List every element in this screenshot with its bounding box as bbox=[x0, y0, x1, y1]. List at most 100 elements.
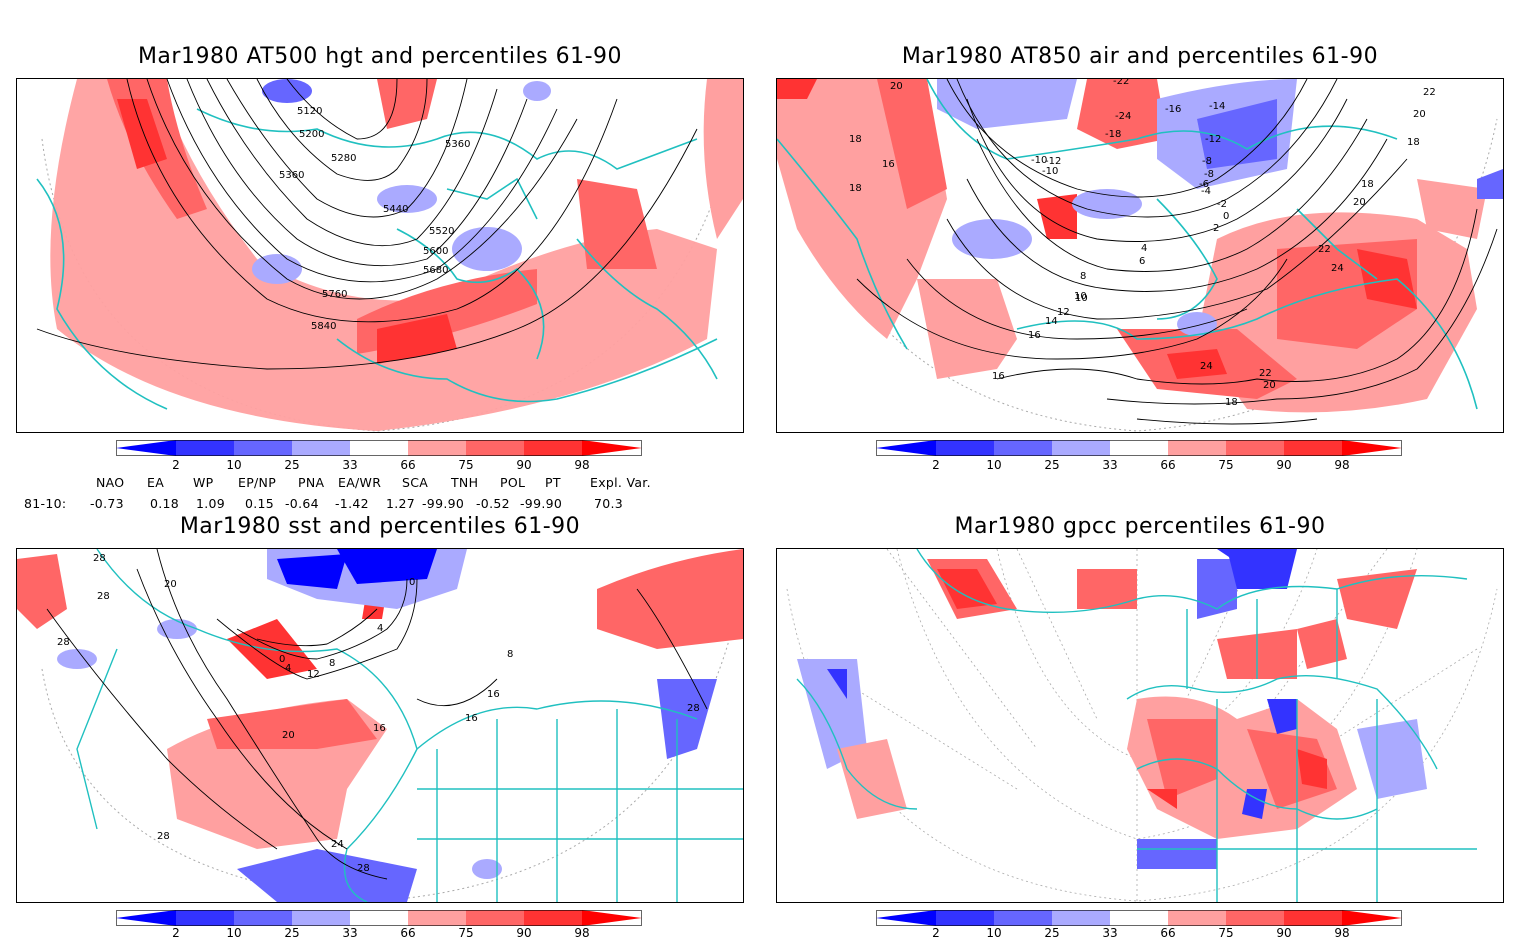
shade-below-normal bbox=[252, 254, 302, 284]
contour-label: 18 bbox=[849, 183, 862, 194]
contour-label: -2 bbox=[1217, 199, 1227, 210]
index-header: NAO bbox=[96, 475, 125, 490]
colorbar-tick: 33 bbox=[1102, 458, 1118, 472]
contour-label: 16 bbox=[1028, 330, 1041, 341]
contour-label: 28 bbox=[687, 703, 700, 714]
contour-label: 5680 bbox=[423, 265, 448, 276]
contour-label: 16 bbox=[465, 713, 478, 724]
colorbar-tick: 25 bbox=[284, 458, 300, 472]
index-row-label: 81-10: bbox=[24, 496, 67, 511]
colorbar-tick: 66 bbox=[1160, 458, 1176, 472]
contour-label: 20 bbox=[890, 81, 903, 92]
contour-label: 0 bbox=[1223, 211, 1229, 222]
colorbar-tick: 98 bbox=[574, 458, 590, 472]
colorbar-tick: 25 bbox=[1044, 458, 1060, 472]
contour-label: 24 bbox=[331, 839, 344, 850]
index-value: 1.09 bbox=[196, 496, 226, 511]
contour-label: -14 bbox=[1209, 101, 1225, 112]
panel-title-sst: Mar1980 sst and percentiles 61-90 bbox=[179, 514, 581, 539]
colorbar-tick: 66 bbox=[1160, 926, 1176, 940]
contour-label: 20 bbox=[1263, 380, 1276, 391]
contour-label: 24 bbox=[1200, 361, 1213, 372]
contour-label: 5760 bbox=[322, 289, 347, 300]
contour-label: 18 bbox=[1407, 137, 1420, 148]
colorbar-tick: 90 bbox=[1276, 458, 1292, 472]
colorbar-tick: 10 bbox=[986, 926, 1002, 940]
colorbar-tick: 75 bbox=[1218, 458, 1234, 472]
panel-title-hgt500: Mar1980 AT500 hgt and percentiles 61-90 bbox=[137, 44, 623, 69]
colorbar-tick: 90 bbox=[1276, 926, 1292, 940]
map-panel-gpcc bbox=[776, 548, 1504, 903]
contour-label: 22 bbox=[1259, 368, 1272, 379]
index-value: -0.64 bbox=[285, 496, 319, 511]
contour-label: 0 bbox=[409, 577, 415, 588]
contour-label: 4 bbox=[285, 663, 291, 674]
contour-label: 6 bbox=[1139, 256, 1145, 267]
contour-label: 5120 bbox=[297, 106, 322, 117]
shade-above-normal bbox=[50, 79, 718, 431]
contour-label: -6 bbox=[1199, 179, 1209, 190]
colorbar-tick: 75 bbox=[1218, 926, 1234, 940]
contour-label: 14 bbox=[1045, 316, 1058, 327]
colorbar-tick: 98 bbox=[1334, 926, 1350, 940]
colorbar-tick: 98 bbox=[1334, 458, 1350, 472]
contour-label: 16 bbox=[992, 371, 1005, 382]
contour-label: 16 bbox=[882, 159, 895, 170]
index-value: -99.90 bbox=[520, 496, 563, 511]
coastline bbox=[96, 549, 418, 902]
contour-label: 5600 bbox=[423, 246, 448, 257]
colorbar-tick: 10 bbox=[226, 926, 242, 940]
contour-label: 12 bbox=[1057, 307, 1070, 318]
index-header: PNA bbox=[298, 475, 325, 490]
contour-label: 12 bbox=[307, 669, 320, 680]
contour-label: -16 bbox=[1165, 104, 1181, 115]
colorbar-tick: 66 bbox=[400, 926, 416, 940]
colorbar-tick: 75 bbox=[458, 926, 474, 940]
contour-label: 10 bbox=[1074, 291, 1087, 302]
index-value: 1.27 bbox=[386, 496, 416, 511]
contour-label: 16 bbox=[373, 723, 386, 734]
shade-below-normal bbox=[937, 79, 1077, 129]
contour-label: 5440 bbox=[383, 204, 408, 215]
contour-label: 4 bbox=[1141, 243, 1147, 254]
index-value: -0.73 bbox=[90, 496, 124, 511]
map-panel-air850: 20 18 16 18 -22 -24 -16 -14 -18 -12 -10 … bbox=[776, 78, 1504, 433]
index-header: TNH bbox=[451, 475, 479, 490]
contour-label: 5520 bbox=[429, 226, 454, 237]
contour-label: 8 bbox=[507, 649, 513, 660]
contour-label: -4 bbox=[1201, 186, 1211, 197]
contour-label: 22 bbox=[1318, 244, 1331, 255]
contour-label: 22 bbox=[1423, 87, 1436, 98]
colorbar-tick: 75 bbox=[458, 458, 474, 472]
coastline bbox=[916, 549, 1468, 614]
colorbar-tick: 2 bbox=[932, 926, 940, 940]
colorbar-top-left: 2 10 25 33 66 75 90 98 bbox=[116, 440, 646, 474]
contour-label: 24 bbox=[1331, 263, 1344, 274]
index-header: EA bbox=[147, 475, 165, 490]
colorbar-tick: 90 bbox=[516, 458, 532, 472]
index-header: Expl. Var. bbox=[590, 475, 651, 490]
contour-label: 18 bbox=[849, 134, 862, 145]
contour-label: -8 bbox=[1204, 169, 1214, 180]
colorbar-tick: 98 bbox=[574, 926, 590, 940]
index-header: WP bbox=[193, 475, 214, 490]
colorbar-tick: 2 bbox=[932, 458, 940, 472]
colorbar-bottom-right: 2 10 25 33 66 75 90 98 bbox=[876, 910, 1406, 944]
colorbar-tick: 25 bbox=[284, 926, 300, 940]
colorbar-tick: 2 bbox=[172, 458, 180, 472]
panel-title-gpcc: Mar1980 gpcc percentiles 61-90 bbox=[954, 514, 1326, 539]
colorbar-tick: 25 bbox=[1044, 926, 1060, 940]
contour-label: 28 bbox=[93, 553, 106, 564]
contour-label: 18 bbox=[1361, 179, 1374, 190]
contour-label: 20 bbox=[164, 579, 177, 590]
colorbar-tick: 2 bbox=[172, 926, 180, 940]
contour-label: -8 bbox=[1202, 156, 1212, 167]
map-panel-hgt500: 5120 5200 5280 5360 5360 5440 5520 5600 … bbox=[16, 78, 744, 433]
contour-label: 28 bbox=[97, 591, 110, 602]
index-value: 70.3 bbox=[594, 496, 624, 511]
colorbar-tick: 33 bbox=[342, 458, 358, 472]
index-header: POL bbox=[500, 475, 526, 490]
index-value: -0.52 bbox=[476, 496, 510, 511]
contour-label: 28 bbox=[157, 831, 170, 842]
contour-label: -24 bbox=[1115, 111, 1131, 122]
